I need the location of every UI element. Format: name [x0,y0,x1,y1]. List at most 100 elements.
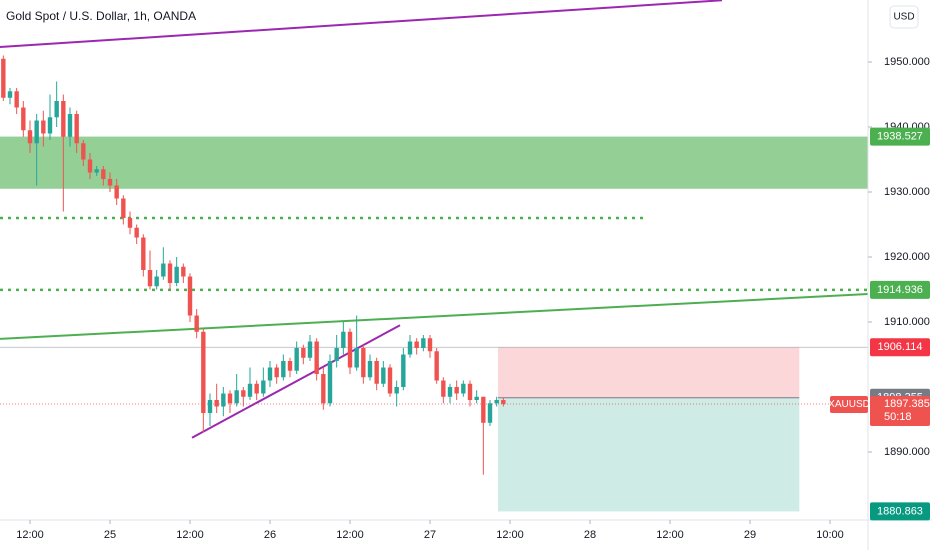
stop-price-badge-label: 1906.114 [877,341,922,353]
candle-body [194,315,199,332]
candle-body [127,218,133,228]
level-price-badge-label: 1914.936 [877,284,923,296]
candle-body [367,361,373,378]
candle-body [347,331,353,368]
x-tick-label: 12:00 [176,529,204,541]
last-price-badge [870,396,930,427]
target-zone [498,397,800,512]
candle-body [494,400,499,404]
stop-price-badge [870,338,930,357]
candle-body [374,361,379,384]
currency-button[interactable] [889,5,919,29]
candle-body [234,390,239,404]
y-tick-label: 1950.000 [884,56,930,68]
candle-body [121,198,126,219]
candle-body [41,120,46,134]
candle-body [281,361,286,378]
candle-body [247,383,253,397]
candle-body [227,393,233,404]
candle-body [481,396,486,423]
candle-body [461,383,466,394]
candle-body [421,338,426,349]
candle-body [327,361,333,404]
candle-body [274,367,279,378]
plot-area [0,0,869,512]
symbol-badge [830,396,868,414]
candle-body [94,169,99,173]
candle-body [294,348,299,371]
candle-body [314,341,319,375]
x-tick-label: 28 [584,529,596,541]
candle-body [381,367,386,384]
candle-body [407,341,413,355]
y-tick-label: 1890.000 [884,446,930,458]
x-tick-label: 25 [104,529,116,541]
candle-body [394,387,399,394]
candle-body [101,169,106,180]
candle-body [214,400,219,407]
y-tick-label: 1920.000 [884,251,930,263]
x-tick-label: 26 [264,529,276,541]
candle-body [134,227,139,238]
symbol-label: XAUUSD [828,399,870,410]
candle-body [181,266,186,277]
y-tick-label: 1910.000 [884,316,930,328]
candle-body [161,263,166,277]
candle-body [154,276,159,287]
candle-body [221,393,226,407]
candle-body [27,130,33,144]
trend-line [0,0,723,49]
candle-body [207,400,213,414]
candle-body [361,348,366,378]
trend-line [191,324,401,439]
candle-body [301,348,306,358]
candle-body [454,387,459,394]
candle-body [501,400,506,405]
candle-body [447,387,453,397]
candle-body [54,101,59,118]
candle-body [321,374,326,404]
level-price-badge [870,280,930,299]
x-tick-label: 12:00 [16,529,44,541]
x-tick-label: 12:00 [496,529,524,541]
candle-body [427,338,433,352]
candle-body [107,179,113,186]
candle-body [61,101,66,137]
target-price-badge [870,502,930,521]
candle-body [287,361,293,371]
candle-body [241,390,246,397]
candle-body [334,348,339,362]
candle-body [74,114,79,144]
candle-body [201,331,206,414]
candle-body [187,276,193,316]
axes: 1950.0001940.0001930.0001920.0001910.000… [16,56,930,541]
candle-body [47,117,53,134]
candle-body [1,58,6,98]
candle-body [7,91,13,98]
zone-price-badge [870,127,930,146]
x-tick-label: 12:00 [336,529,364,541]
candle-body [401,354,406,388]
candle-body [467,383,473,401]
currency-label[interactable]: USD [893,12,914,23]
candle-body [67,114,73,137]
x-tick-label: 12:00 [656,529,684,541]
y-tick-label: 1930.000 [884,186,930,198]
candle-body [261,380,266,394]
countdown-label: 50:18 [884,411,912,423]
candle-body [341,331,346,349]
candle-body [487,403,493,423]
candle-body [34,120,39,144]
chart-title: Gold Spot / U.S. Dollar, 1h, OANDA [6,9,196,23]
candle-body [441,380,446,397]
candle-body [167,263,173,284]
last-price-label: 1897.385 [884,398,930,410]
zone [0,136,868,189]
candle-body [387,367,393,394]
candle-body [354,348,359,368]
x-tick-label: 10:00 [816,529,844,541]
candle-body [141,237,146,271]
stop-zone [498,347,800,398]
